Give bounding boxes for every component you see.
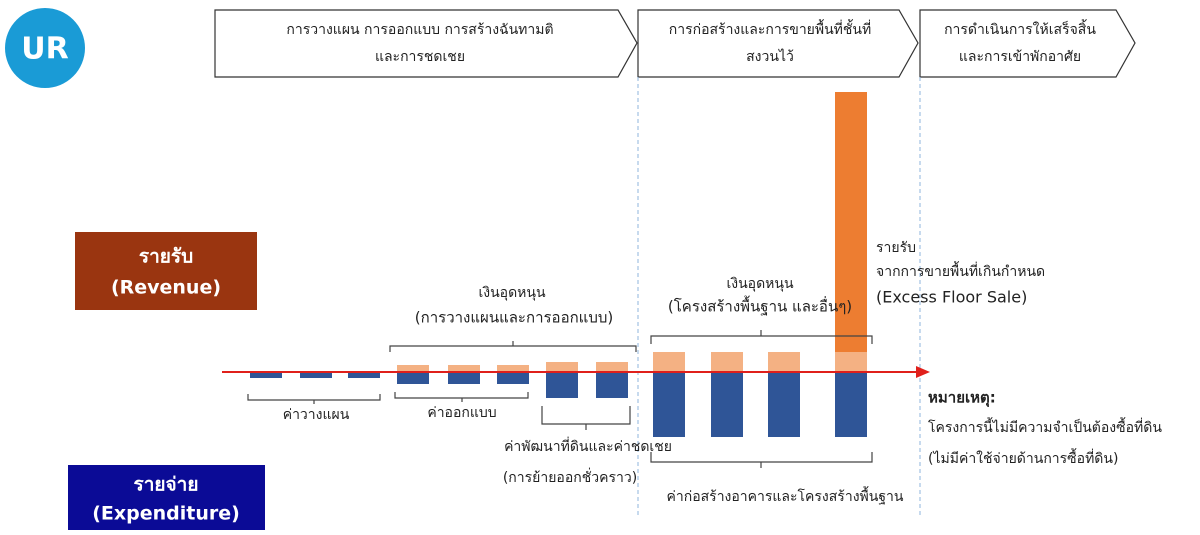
note-text: โครงการนี้ไม่มีความจำเป็นต้องซื้อที่ดิน xyxy=(928,417,1162,436)
revenue-label: รายรับ xyxy=(139,246,193,268)
bar xyxy=(835,92,867,352)
label: ค่าออกแบบ xyxy=(427,405,496,421)
phase-text: การก่อสร้างและการขายพื้นที่ชั้นที่ xyxy=(669,19,871,38)
brace xyxy=(650,452,873,468)
expenditure-box xyxy=(68,465,265,530)
phase-text: การวางแผน การออกแบบ การสร้างฉันทามติ xyxy=(286,22,553,38)
bar xyxy=(497,365,529,372)
note-title: หมายเหตุ: xyxy=(928,389,996,408)
expenditure-label: รายจ่าย xyxy=(134,474,199,496)
bar xyxy=(835,372,867,437)
phase-text: และการเข้าพักอาศัย xyxy=(959,49,1081,65)
revenue-box xyxy=(75,232,257,310)
phase-arrow xyxy=(214,9,638,78)
label: ค่าก่อสร้างอาคารและโครงสร้างพื้นฐาน xyxy=(667,486,904,505)
bar xyxy=(397,372,429,384)
bar xyxy=(768,372,800,437)
bar xyxy=(653,372,685,437)
bar xyxy=(348,372,380,378)
bar xyxy=(835,352,867,372)
bars xyxy=(250,92,867,437)
label: เงินอุดหนุน xyxy=(478,285,545,301)
phase-text: การดำเนินการให้เสร็จสิ้น xyxy=(944,19,1096,38)
bar xyxy=(448,372,480,384)
label: (โครงสร้างพื้นฐาน และอื่นๆ) xyxy=(668,296,852,316)
revenue-label: (Revenue) xyxy=(111,277,221,299)
label: ค่าพัฒนาที่ดินและค่าชดเชย xyxy=(504,437,672,455)
bar xyxy=(596,372,628,398)
logo: UR xyxy=(21,32,68,67)
label: รายรับ xyxy=(876,240,916,256)
brace xyxy=(541,406,631,430)
label: เงินอุดหนุน xyxy=(726,276,793,292)
bar xyxy=(768,352,800,372)
bar xyxy=(596,362,628,372)
brace xyxy=(650,330,873,344)
label: (การย้ายออกชั่วคราว) xyxy=(503,468,637,486)
bar xyxy=(397,365,429,372)
label: ค่าวางแผน xyxy=(283,407,350,423)
bar xyxy=(448,365,480,372)
bar xyxy=(250,372,282,378)
phase-text: และการชดเชย xyxy=(375,49,465,65)
phase-text: สงวนไว้ xyxy=(746,48,794,65)
bar xyxy=(300,372,332,378)
label: จากการขายพื้นที่เกินกำหนด xyxy=(876,261,1045,280)
brace xyxy=(389,341,637,352)
bar xyxy=(497,372,529,384)
expenditure-label: (Expenditure) xyxy=(92,503,240,525)
bar xyxy=(653,352,685,372)
label: (การวางแผนและการออกแบบ) xyxy=(415,309,613,327)
axis-arrowhead xyxy=(916,366,930,378)
brace xyxy=(247,394,381,404)
label: (Excess Floor Sale) xyxy=(876,288,1027,307)
bar xyxy=(711,372,743,437)
logo-circle xyxy=(5,8,85,88)
phase-arrow xyxy=(637,9,919,78)
phase-arrow xyxy=(919,9,1136,78)
bar xyxy=(546,362,578,372)
note-text: (ไม่มีค่าใช้จ่ายด้านการซื้อที่ดิน) xyxy=(928,448,1118,467)
bar xyxy=(546,372,578,398)
bar xyxy=(711,352,743,372)
brace xyxy=(394,392,529,402)
